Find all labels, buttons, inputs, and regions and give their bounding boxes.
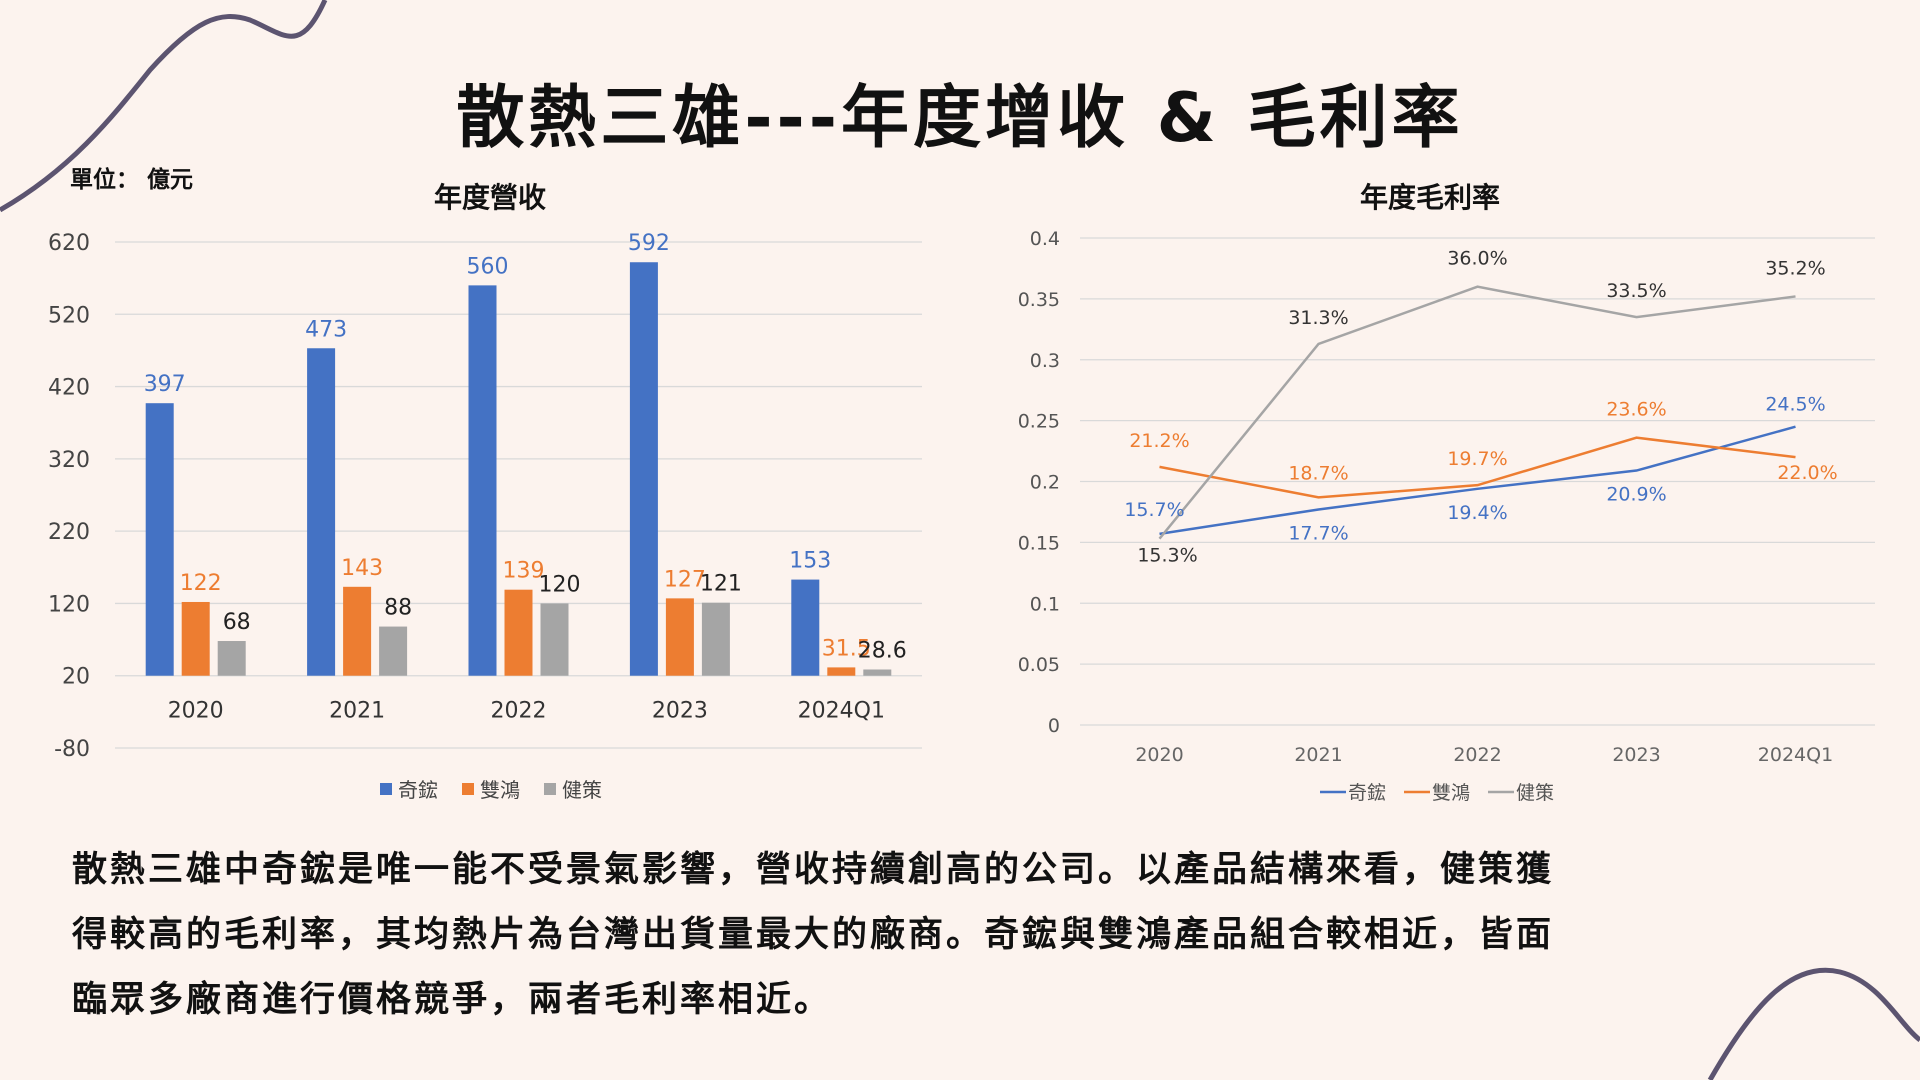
y-tick-label: 120 <box>48 592 90 617</box>
x-tick-label: 2020 <box>1135 744 1183 766</box>
data-label: 31.5 <box>822 636 871 661</box>
x-tick-label: 2023 <box>652 699 708 724</box>
y-tick-label: 0.05 <box>1018 654 1060 676</box>
series-line <box>1159 425 1796 536</box>
bar <box>145 403 174 676</box>
data-label: 19.4% <box>1447 502 1507 524</box>
data-label: 33.5% <box>1606 280 1666 302</box>
bar <box>791 579 820 676</box>
data-label: 127 <box>664 567 706 592</box>
data-label: 31.3% <box>1288 307 1348 329</box>
data-label: 473 <box>305 317 347 342</box>
data-label: 122 <box>180 571 222 596</box>
data-label: 397 <box>144 372 186 397</box>
bar <box>540 603 569 676</box>
top-left-curve <box>0 0 328 213</box>
y-tick-label: 420 <box>48 376 90 401</box>
bar <box>181 601 210 676</box>
bar <box>504 589 533 676</box>
data-label: 153 <box>789 549 831 574</box>
bar <box>343 586 372 676</box>
y-tick-label: 0.15 <box>1018 532 1060 554</box>
y-tick-label: 0.25 <box>1018 411 1060 433</box>
y-tick-label: 0.4 <box>1030 228 1060 250</box>
bottom-right-curve <box>1707 967 1920 1080</box>
x-tick-label: 2020 <box>168 699 224 724</box>
data-label: 592 <box>628 231 670 256</box>
data-label: 68 <box>223 610 251 635</box>
unit-label: 單位： 億元 <box>70 167 194 193</box>
bar <box>665 598 694 676</box>
x-tick-label: 2024Q1 <box>1758 744 1833 766</box>
y-tick-label: 20 <box>62 665 90 690</box>
data-label: 17.7% <box>1288 523 1348 545</box>
bar <box>827 667 856 676</box>
y-tick-label: 520 <box>48 303 90 328</box>
data-label: 23.6% <box>1606 399 1666 421</box>
page-title: 散熱三雄---年度增收 & 毛利率 <box>456 79 1464 158</box>
y-tick-label: 0.3 <box>1030 350 1060 372</box>
bar <box>307 348 336 676</box>
margin-line-chart: 0.4 0.35 0.3 0.25 0.2 0.15 0.1 0.05 0 2020 2021 202… <box>1018 228 1875 804</box>
legend-swatch <box>380 783 392 795</box>
data-label: 18.7% <box>1288 462 1348 484</box>
y-tick-label: 220 <box>48 520 90 545</box>
data-label: 121 <box>700 572 742 597</box>
data-label: 139 <box>503 559 545 584</box>
series-line <box>1158 285 1796 540</box>
data-label: 24.5% <box>1765 394 1825 416</box>
data-label: 21.2% <box>1129 430 1189 452</box>
x-tick-label: 2022 <box>1453 744 1501 766</box>
legend-swatch <box>544 783 556 795</box>
legend-label: 奇鋐 <box>1348 782 1386 804</box>
data-label: 22.0% <box>1777 462 1837 484</box>
margin-chart-title: 年度毛利率 <box>1359 181 1500 214</box>
y-tick-label: 0 <box>1048 715 1060 737</box>
x-tick-label: 2021 <box>329 699 385 724</box>
bar <box>863 669 892 676</box>
summary-line: 得較高的毛利率，其均熱片為台灣出貨量最大的廠商。奇鋐與雙鴻產品組合較相近，皆面 <box>72 915 1555 955</box>
summary-line: 臨眾多廠商進行價格競爭，兩者毛利率相近。 <box>72 980 833 1020</box>
bar <box>468 285 497 676</box>
data-label: 20.9% <box>1606 484 1666 506</box>
legend-label: 雙鴻 <box>1432 782 1470 804</box>
legend-label: 雙鴻 <box>480 778 520 802</box>
y-tick-label: 0.2 <box>1030 472 1060 494</box>
legend-label: 健策 <box>1516 782 1554 804</box>
x-tick-label: 2023 <box>1612 744 1660 766</box>
summary-line: 散熱三雄中奇鋐是唯一能不受景氣影響，營收持續創高的公司。以產品結構來看，健策獲 <box>72 850 1555 890</box>
revenue-chart-title: 年度營收 <box>433 181 546 214</box>
y-tick-label: -80 <box>54 737 90 762</box>
legend-swatch <box>462 783 474 795</box>
summary-text: 散熱三雄中奇鋐是唯一能不受景氣影響，營收持續創高的公司。以產品結構來看，健策獲 … <box>72 838 1732 1033</box>
data-label: 15.3% <box>1137 545 1197 567</box>
data-label: 120 <box>539 572 581 597</box>
legend-label: 奇鋐 <box>398 778 438 802</box>
y-tick-label: 320 <box>48 448 90 473</box>
data-label: 35.2% <box>1765 257 1825 279</box>
data-label: 15.7% <box>1124 499 1184 521</box>
x-tick-label: 2021 <box>1294 744 1342 766</box>
data-label: 36.0% <box>1447 248 1507 270</box>
series-line <box>1159 436 1796 499</box>
data-label: 143 <box>341 556 383 581</box>
bar <box>217 641 246 676</box>
data-label: 88 <box>384 596 412 621</box>
x-tick-label: 2022 <box>491 699 547 724</box>
y-tick-label: 620 <box>48 231 90 256</box>
bar <box>629 262 658 676</box>
x-tick-label: 2024Q1 <box>798 699 885 724</box>
bar <box>379 626 408 676</box>
data-label: 560 <box>467 254 509 279</box>
data-label: 28.6 <box>858 638 907 663</box>
y-tick-label: 0.1 <box>1030 593 1060 615</box>
y-tick-label: 0.35 <box>1018 289 1060 311</box>
bar <box>701 602 730 676</box>
data-label: 19.7% <box>1447 448 1507 470</box>
legend-label: 健策 <box>562 778 602 802</box>
